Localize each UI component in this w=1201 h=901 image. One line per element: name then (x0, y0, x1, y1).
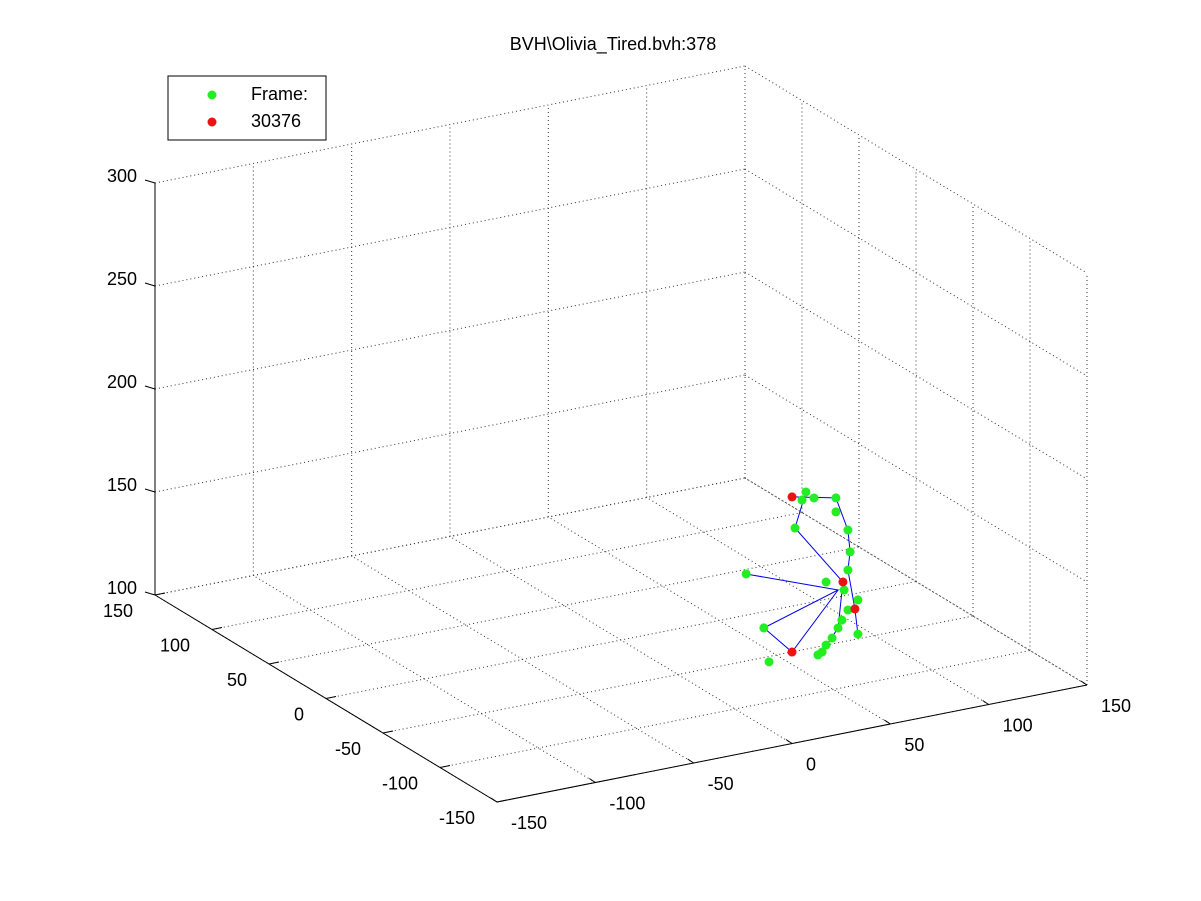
x-tick-label: 100 (1003, 715, 1033, 735)
joint-marker (809, 493, 819, 503)
x-tick (490, 797, 498, 803)
joint-marker (839, 585, 849, 595)
x-tick-label: 50 (904, 735, 924, 755)
joint-marker (759, 623, 769, 633)
legend-marker (207, 90, 217, 100)
joint-marker (787, 492, 797, 502)
z-tick (144, 591, 156, 596)
x-tick (687, 758, 694, 764)
joint-marker (838, 577, 848, 587)
legend-box (167, 75, 327, 141)
joint-marker (797, 495, 807, 505)
grid-line (268, 546, 860, 665)
y-tick (211, 627, 223, 630)
z-tick (144, 179, 156, 184)
grid-line (154, 477, 746, 596)
joint-marker (831, 507, 841, 517)
grid-line (211, 512, 803, 630)
y-tick-label: 50 (227, 670, 247, 690)
joint-marker (813, 650, 823, 660)
joint-marker (850, 604, 860, 614)
legend-label: 30376 (251, 111, 301, 131)
joint-marker (843, 525, 853, 535)
y-tick-label: 100 (160, 635, 190, 655)
z-tick-label: 200 (107, 372, 137, 392)
z-tick-label: 150 (107, 475, 137, 495)
x-tick-label: 150 (1101, 696, 1131, 716)
x-tick (982, 700, 989, 705)
x-tick-label: 0 (806, 754, 816, 774)
joint-marker (821, 577, 831, 587)
joint-marker (843, 565, 853, 575)
grid-line (154, 374, 746, 493)
z-tick (144, 488, 156, 493)
legend-marker (207, 117, 217, 127)
legend: Frame: 30376 (167, 75, 327, 141)
y-tick-label: -150 (439, 808, 475, 828)
joint-marker (853, 595, 863, 605)
grid-line (325, 581, 917, 699)
y-tick (268, 661, 280, 665)
joint-marker (790, 523, 800, 533)
x-tick-label: -100 (609, 793, 645, 813)
z-tick-label: 300 (107, 166, 137, 186)
chart-title: BVH\Olivia_Tired.bvh:378 (510, 34, 716, 55)
z-tick (144, 282, 156, 287)
grid-line (154, 271, 746, 390)
x-tick (785, 739, 793, 744)
z-tick-label: 250 (107, 269, 137, 289)
legend-label: Frame: (251, 84, 308, 104)
joint-marker (837, 615, 847, 625)
grid-line (439, 650, 1031, 768)
x-tick (1080, 680, 1088, 686)
x-tick-label: -150 (511, 813, 547, 833)
joint-marker (833, 623, 843, 633)
grid-line (382, 615, 974, 734)
y-tick-label: 0 (294, 704, 304, 724)
y-tick-label: -100 (382, 773, 418, 793)
joint-marker (801, 487, 811, 497)
y-tick (325, 696, 337, 699)
y-tick (382, 730, 394, 734)
joint-marker (853, 629, 863, 639)
joint-marker (845, 547, 855, 557)
y-tick-label: 150 (103, 601, 133, 621)
x-tick-label: -50 (708, 774, 734, 794)
joint-marker (821, 640, 831, 650)
z-tick-label: 100 (107, 578, 137, 598)
y-tick (496, 799, 508, 803)
grid-line (154, 65, 746, 184)
joint-marker (764, 657, 774, 667)
y-tick (154, 592, 166, 596)
joint-marker (787, 647, 797, 657)
data-layer (741, 487, 863, 667)
z-tick (144, 385, 156, 390)
joint-marker (827, 633, 837, 643)
y-tick (439, 765, 451, 768)
grid-line (154, 168, 746, 287)
joint-marker (843, 605, 853, 615)
x-tick (884, 719, 891, 725)
x-tick (589, 778, 596, 783)
y-tick-label: -50 (335, 739, 361, 759)
joint-marker (741, 569, 751, 579)
joint-marker (831, 493, 841, 503)
axis-layer: 100 150 200 250 300 -150 -100 -50 0 50 100 150 -150 -… (103, 166, 1131, 833)
